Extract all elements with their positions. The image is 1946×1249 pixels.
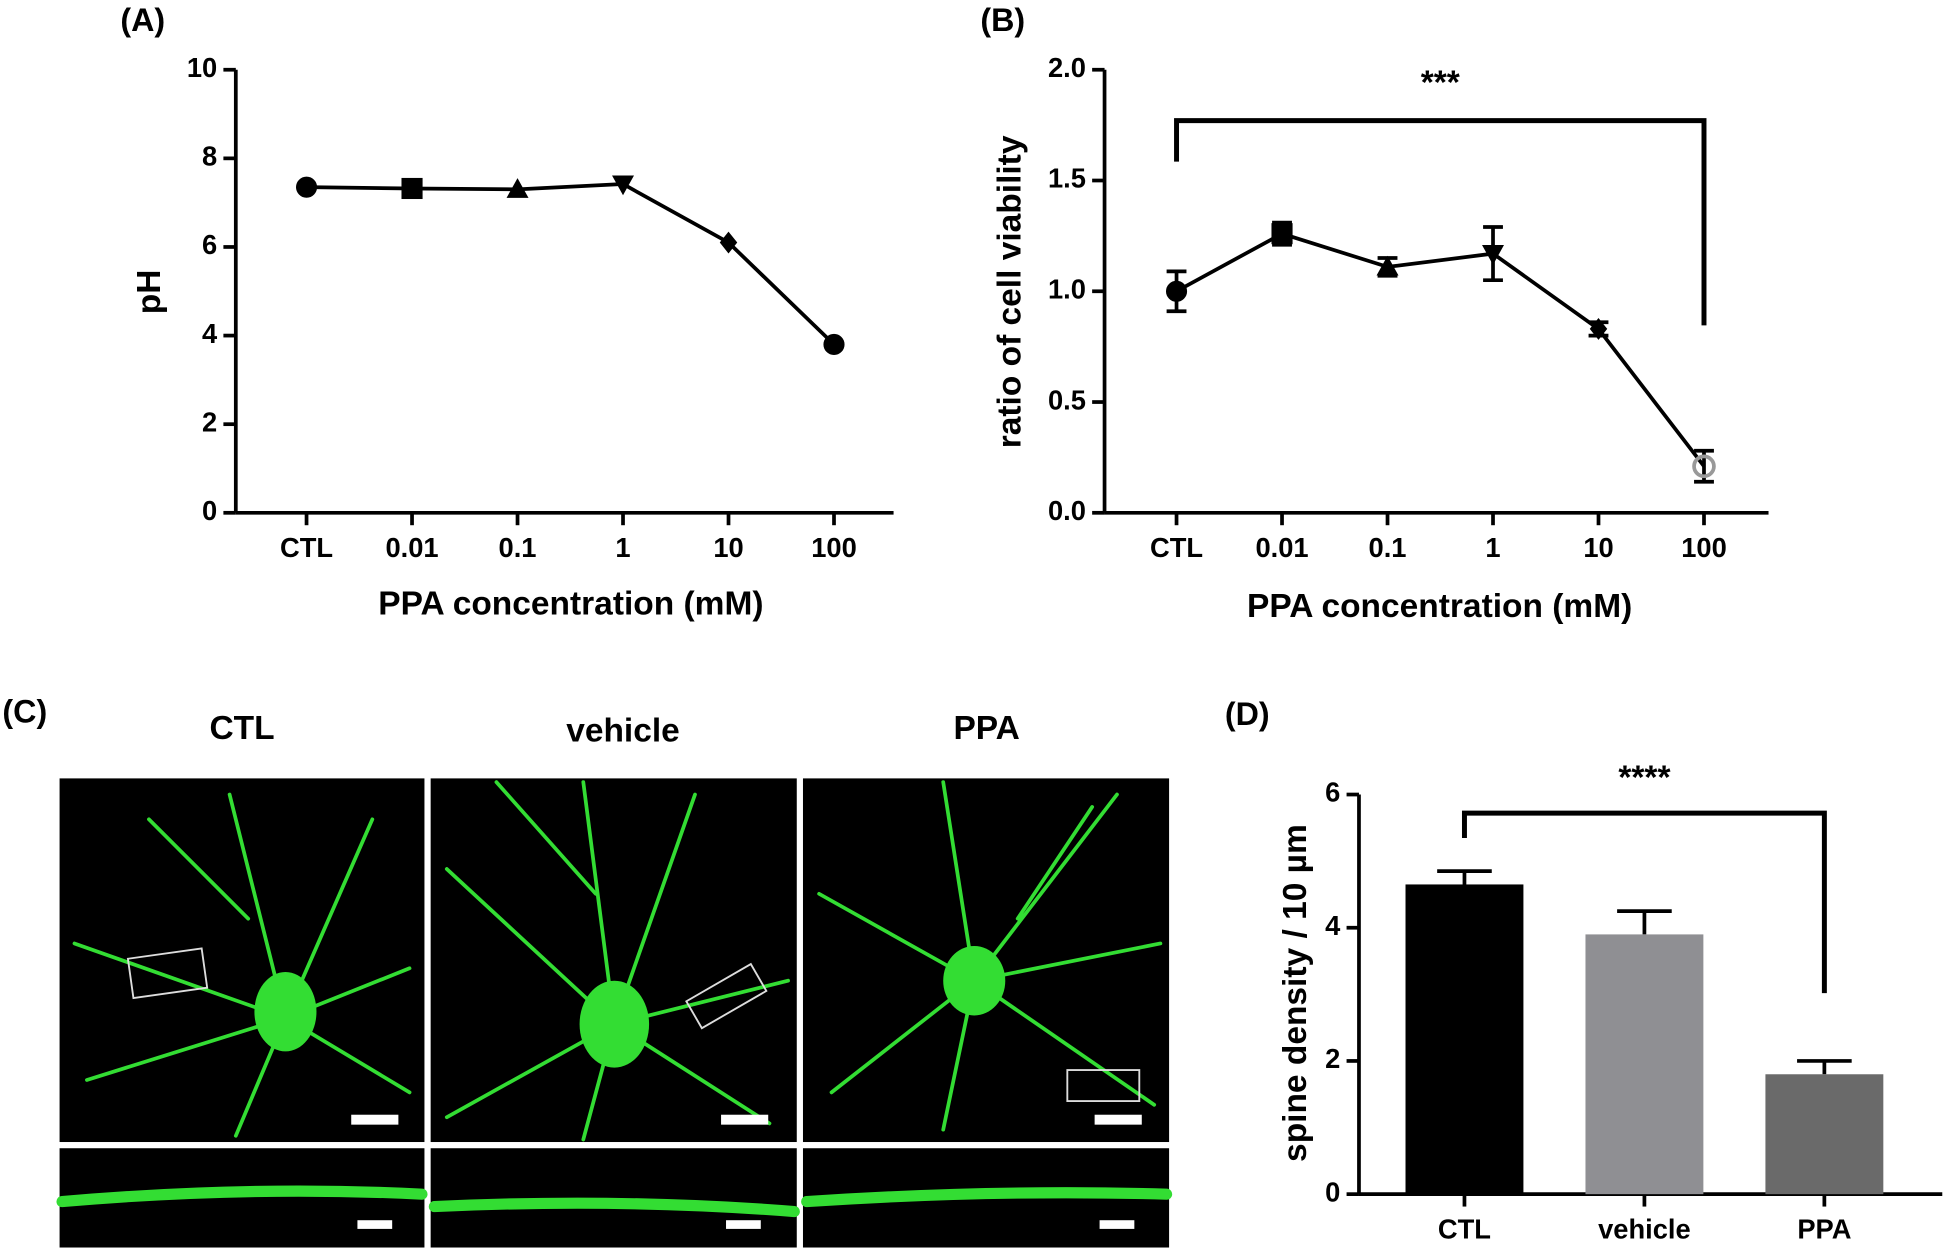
marker [823, 333, 845, 355]
x-axis-label: PPA concentration (mM) [378, 586, 763, 623]
line [306, 182, 836, 346]
y-axis-label: pH [131, 270, 168, 315]
x-tick-label: 10 [713, 532, 743, 563]
image-title: CTL [209, 710, 274, 747]
panel-label: (B) [980, 2, 1025, 38]
y-tick-label: 0 [1325, 1176, 1340, 1207]
significance-bracket [1461, 810, 1827, 994]
marker [1692, 454, 1716, 479]
marker [1271, 223, 1293, 245]
y-tick-label: 4 [1325, 910, 1341, 941]
y-tick-label: 2 [1325, 1043, 1340, 1074]
y-axis-label: spine density / 10 µm [1277, 824, 1314, 1162]
y-tick-label: 1.0 [1048, 273, 1086, 304]
error-bar [1437, 869, 1492, 885]
x-tick-label: 0.01 [1255, 532, 1308, 563]
x-tick-label: CTL [1150, 532, 1203, 563]
marker [401, 177, 423, 200]
y-tick-label: 6 [1325, 777, 1340, 808]
marker [506, 178, 529, 198]
panel-label: (D) [1225, 696, 1270, 732]
image-title: PPA [953, 710, 1019, 747]
x-axis-label: PPA concentration (mM) [1247, 588, 1632, 625]
y-tick-label: 0.0 [1048, 495, 1086, 526]
x-tick-label: vehicle [1598, 1214, 1691, 1245]
x-tick-label: 100 [1681, 532, 1727, 563]
marker [1482, 245, 1504, 265]
x-tick-label: 0.1 [1369, 532, 1407, 563]
x-tick-label: 1 [1485, 532, 1500, 563]
micrographs [56, 778, 1173, 1248]
error-bar [1617, 909, 1672, 935]
marker [295, 176, 318, 198]
annotation: *** [1421, 64, 1460, 101]
y-tick-label: 0 [202, 495, 217, 526]
y-tick-label: 1.5 [1048, 163, 1086, 194]
x-tick-label: 0.1 [499, 532, 537, 563]
y-axis-label: ratio of cell viability [991, 135, 1028, 448]
x-tick-label: 100 [811, 532, 857, 563]
panel-label: (A) [120, 2, 165, 38]
y-tick-label: 0.5 [1048, 384, 1086, 415]
y-tick-label: 8 [202, 141, 217, 172]
marker [1376, 255, 1399, 276]
marker [719, 231, 738, 254]
marker [612, 175, 635, 196]
x-tick-label: 0.01 [385, 532, 438, 563]
x-tick-label: 10 [1583, 532, 1613, 563]
x-tick-label: 1 [615, 532, 630, 563]
significance-bracket [1174, 118, 1707, 326]
x-tick-label: CTL [280, 532, 333, 563]
y-tick-label: 2.0 [1048, 52, 1086, 83]
bar [1405, 884, 1524, 1195]
panel-label: (C) [2, 693, 47, 729]
marker [1589, 318, 1608, 340]
y-tick-label: 6 [202, 229, 217, 260]
marker [1165, 280, 1188, 302]
line [1175, 231, 1706, 468]
annotation: **** [1618, 759, 1670, 796]
y-tick-label: 4 [202, 318, 218, 349]
x-tick-label: PPA [1797, 1214, 1851, 1245]
bar [1585, 934, 1704, 1195]
y-tick-label: 10 [187, 52, 217, 83]
bar [1765, 1074, 1884, 1195]
x-tick-label: CTL [1438, 1214, 1491, 1245]
y-tick-label: 2 [202, 406, 217, 437]
error-bar [1797, 1059, 1852, 1075]
image-title: vehicle [566, 712, 680, 749]
